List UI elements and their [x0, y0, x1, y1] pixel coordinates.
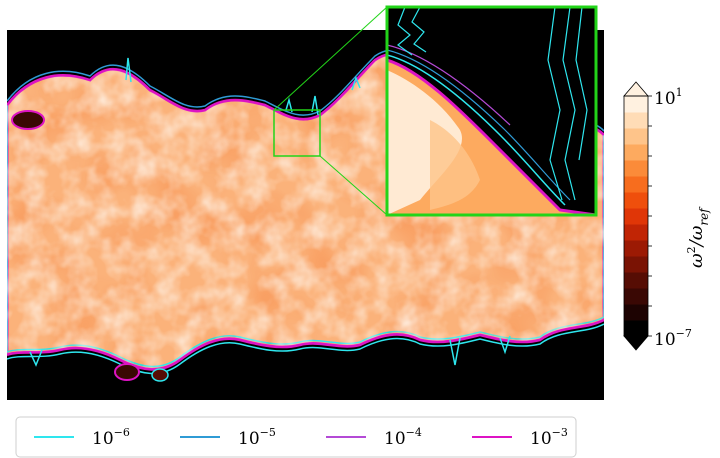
contour-spikes	[29, 57, 511, 367]
legend-label: 10−5	[238, 426, 276, 449]
colorbar-band	[624, 176, 648, 193]
colorbar: 101 10−7 ω2/ωref	[623, 81, 711, 351]
legend-item: 10−6	[34, 426, 130, 449]
legend-item: 10−5	[180, 426, 276, 449]
legend-box	[15, 416, 577, 458]
colorbar-band	[624, 224, 648, 241]
colorbar-tick-label-max: 101	[654, 86, 683, 109]
inset-border	[385, 5, 598, 217]
legend: 10−6 10−5 10−4 10−3	[15, 416, 577, 458]
colorbar-extend-min	[623, 335, 649, 351]
zoom-region-box	[273, 109, 321, 157]
colorbar-bands	[624, 96, 648, 337]
colorbar-band	[624, 272, 648, 289]
zoom-connector	[273, 6, 388, 111]
colorbar-ticks	[648, 95, 652, 337]
legend-item: 10−4	[326, 426, 422, 449]
legend-label: 10−4	[384, 426, 422, 449]
colorbar-label: ω2/ωref	[685, 206, 711, 268]
colorbar-band	[624, 256, 648, 273]
colorbar-band	[624, 304, 648, 321]
colorbar-band	[624, 96, 648, 113]
legend-item: 10−3	[472, 426, 568, 449]
colorbar-band	[624, 128, 648, 145]
colorbar-band	[624, 208, 648, 225]
vortex-blob	[151, 368, 169, 382]
colorbar-extend-max	[623, 81, 649, 97]
colorbar-tick-label-min: 10−7	[654, 327, 692, 350]
colorbar-band	[624, 112, 648, 129]
colorbar-band	[624, 144, 648, 161]
colorbar-band	[624, 240, 648, 257]
colorbar-band	[624, 192, 648, 209]
legend-label: 10−3	[530, 426, 568, 449]
colorbar-band	[624, 320, 648, 337]
inset-contour-spikes	[397, 7, 588, 201]
legend-label: 10−6	[92, 426, 130, 449]
colorbar-band	[624, 160, 648, 177]
vortex-blob	[11, 110, 45, 130]
zoom-inset	[385, 5, 598, 217]
zoom-connector	[319, 155, 388, 216]
colorbar-band	[624, 288, 648, 305]
vortex-blob	[114, 363, 140, 381]
